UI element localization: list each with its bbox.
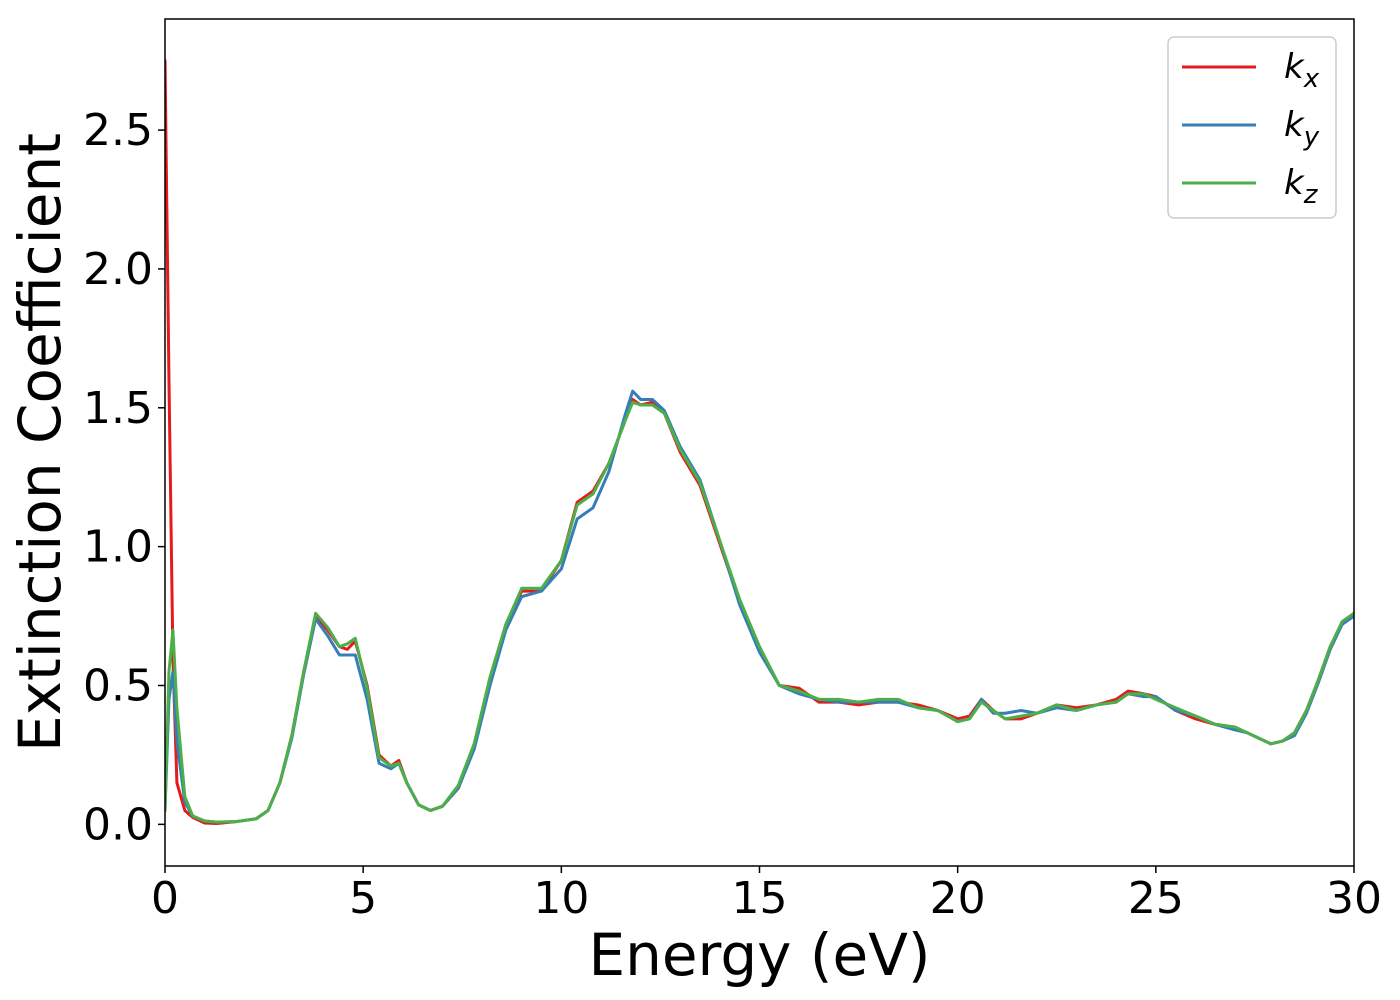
- y-axis: 0.0 0.5 1.0 1.5 2.0 2.5: [83, 105, 165, 850]
- x-tick-label: 25: [1128, 873, 1184, 924]
- legend-box: [1167, 36, 1337, 219]
- y-tick-label: 0.0: [83, 799, 153, 850]
- legend-label-x: kx: [1284, 47, 1320, 94]
- y-tick-label: 1.0: [83, 522, 153, 573]
- x-axis: 0 5 10 15 20 25 30: [151, 866, 1382, 924]
- y-tick-label: 2.0: [83, 244, 153, 295]
- x-tick-label: 20: [930, 873, 986, 924]
- y-axis-label: Extinction Coefficient: [6, 133, 74, 752]
- legend-label-y: ky: [1284, 105, 1320, 152]
- y-tick-label: 1.5: [83, 383, 153, 434]
- series-layer: [165, 59, 1354, 826]
- x-tick-label: 30: [1326, 873, 1382, 924]
- x-tick-label: 10: [533, 873, 589, 924]
- y-tick-label: 2.5: [83, 105, 153, 156]
- y-tick-label: 0.5: [83, 660, 153, 711]
- series-line-z: [165, 400, 1354, 824]
- legend: kx ky kz: [1167, 36, 1337, 219]
- x-tick-label: 5: [349, 873, 377, 924]
- legend-label-z: kz: [1284, 163, 1319, 210]
- x-axis-label: Energy (eV): [588, 921, 930, 989]
- x-tick-label: 0: [151, 873, 179, 924]
- x-tick-label: 15: [732, 873, 788, 924]
